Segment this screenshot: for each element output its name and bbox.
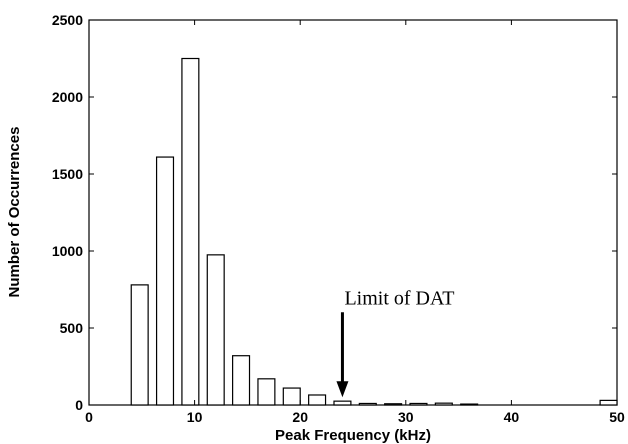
bar bbox=[384, 403, 403, 406]
y-axis-label: Number of Occurrences bbox=[6, 127, 23, 298]
x-tick-label: 0 bbox=[85, 409, 93, 425]
bar bbox=[434, 402, 453, 406]
plot-area bbox=[88, 19, 618, 406]
bar bbox=[308, 394, 327, 406]
bar bbox=[155, 156, 175, 406]
bar bbox=[409, 402, 428, 406]
y-tick-label: 0 bbox=[75, 397, 83, 413]
x-axis-label: Peak Frequency (kHz) bbox=[275, 427, 431, 444]
bar bbox=[333, 400, 352, 406]
bar bbox=[181, 57, 200, 406]
bar bbox=[358, 402, 377, 406]
y-tick-label: 2500 bbox=[52, 12, 83, 28]
x-tick-label: 10 bbox=[187, 409, 203, 425]
y-tick-label: 500 bbox=[60, 320, 84, 336]
y-tick-label: 1000 bbox=[52, 243, 83, 259]
bar bbox=[460, 403, 479, 406]
bars-group bbox=[130, 57, 618, 406]
x-tick-label: 20 bbox=[292, 409, 308, 425]
x-tick-label: 40 bbox=[504, 409, 520, 425]
bar bbox=[599, 399, 618, 406]
annotation-group: Limit of DAT bbox=[336, 287, 454, 398]
y-tick-label: 2000 bbox=[52, 89, 83, 105]
bar bbox=[232, 355, 251, 406]
annotation-arrowhead bbox=[336, 381, 349, 398]
y-tick-label: 1500 bbox=[52, 166, 83, 182]
annotation-label: Limit of DAT bbox=[344, 287, 454, 309]
x-tick-label: 30 bbox=[398, 409, 414, 425]
bar bbox=[206, 254, 225, 406]
bar bbox=[257, 378, 276, 406]
bar bbox=[282, 387, 301, 406]
bar bbox=[130, 284, 149, 406]
x-tick-label: 50 bbox=[609, 409, 625, 425]
